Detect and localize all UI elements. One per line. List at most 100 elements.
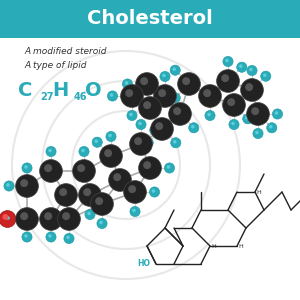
- Circle shape: [6, 183, 10, 187]
- Circle shape: [149, 187, 160, 197]
- Circle shape: [170, 93, 180, 103]
- Circle shape: [147, 86, 151, 89]
- Circle shape: [40, 160, 62, 182]
- Circle shape: [24, 234, 28, 238]
- Circle shape: [2, 214, 8, 220]
- Text: C: C: [18, 80, 32, 100]
- Circle shape: [154, 85, 176, 107]
- Circle shape: [6, 216, 10, 220]
- Circle shape: [134, 137, 142, 145]
- Circle shape: [46, 146, 56, 157]
- Circle shape: [91, 193, 113, 215]
- Circle shape: [22, 232, 32, 242]
- Circle shape: [92, 137, 102, 147]
- Circle shape: [239, 64, 243, 68]
- Circle shape: [29, 216, 32, 220]
- Circle shape: [247, 103, 269, 125]
- Circle shape: [151, 118, 173, 140]
- Circle shape: [251, 107, 259, 115]
- Circle shape: [59, 188, 67, 196]
- Circle shape: [263, 74, 267, 77]
- Circle shape: [150, 125, 160, 135]
- Circle shape: [199, 85, 221, 107]
- Circle shape: [207, 113, 211, 116]
- Circle shape: [94, 140, 98, 143]
- Text: A modified steroid: A modified steroid: [24, 46, 106, 56]
- Circle shape: [95, 197, 103, 205]
- Circle shape: [145, 83, 155, 94]
- Circle shape: [162, 74, 166, 77]
- Circle shape: [143, 101, 151, 109]
- Circle shape: [77, 164, 85, 172]
- Circle shape: [136, 119, 146, 130]
- Circle shape: [0, 211, 16, 227]
- Text: 46: 46: [74, 92, 87, 103]
- Circle shape: [109, 169, 131, 191]
- Circle shape: [125, 89, 133, 97]
- Circle shape: [80, 190, 91, 200]
- Circle shape: [20, 212, 28, 220]
- Circle shape: [122, 79, 133, 89]
- Circle shape: [16, 175, 38, 197]
- Circle shape: [152, 128, 156, 131]
- Circle shape: [255, 131, 259, 134]
- Circle shape: [130, 133, 152, 155]
- Circle shape: [170, 65, 180, 75]
- Circle shape: [4, 181, 14, 191]
- Circle shape: [87, 212, 91, 215]
- Circle shape: [79, 184, 101, 206]
- Circle shape: [100, 145, 122, 167]
- Circle shape: [223, 94, 245, 116]
- Circle shape: [44, 212, 52, 220]
- Circle shape: [158, 89, 166, 97]
- Circle shape: [108, 134, 112, 137]
- Circle shape: [125, 81, 128, 85]
- Circle shape: [81, 149, 85, 152]
- Circle shape: [48, 149, 52, 152]
- Circle shape: [97, 218, 107, 229]
- Circle shape: [83, 192, 86, 196]
- Circle shape: [227, 98, 235, 106]
- Circle shape: [139, 97, 161, 119]
- Circle shape: [79, 146, 89, 157]
- Circle shape: [275, 111, 278, 115]
- Circle shape: [221, 74, 229, 82]
- Circle shape: [124, 181, 146, 203]
- Circle shape: [99, 221, 103, 224]
- Circle shape: [164, 163, 175, 173]
- FancyBboxPatch shape: [0, 0, 300, 38]
- Circle shape: [20, 179, 28, 187]
- Circle shape: [223, 56, 233, 67]
- Circle shape: [243, 114, 253, 124]
- Circle shape: [241, 79, 263, 101]
- Text: A type of lipid: A type of lipid: [24, 61, 86, 70]
- Circle shape: [107, 91, 118, 101]
- Circle shape: [26, 214, 37, 224]
- Circle shape: [62, 212, 70, 220]
- Circle shape: [106, 131, 116, 142]
- Circle shape: [46, 232, 56, 242]
- Circle shape: [4, 214, 14, 224]
- Text: H: H: [238, 244, 243, 248]
- Circle shape: [205, 110, 215, 121]
- Text: H: H: [52, 80, 69, 100]
- Circle shape: [110, 93, 113, 97]
- Circle shape: [127, 110, 137, 121]
- Circle shape: [173, 140, 177, 144]
- Circle shape: [245, 83, 253, 91]
- Circle shape: [267, 123, 277, 133]
- Circle shape: [121, 85, 143, 107]
- Circle shape: [130, 206, 140, 217]
- Circle shape: [66, 236, 70, 239]
- Circle shape: [217, 70, 239, 92]
- Text: HO: HO: [137, 260, 150, 268]
- Circle shape: [132, 209, 136, 212]
- Circle shape: [113, 173, 121, 181]
- Circle shape: [182, 77, 190, 85]
- Circle shape: [58, 208, 80, 230]
- Circle shape: [55, 184, 77, 206]
- Circle shape: [142, 98, 152, 109]
- Circle shape: [247, 65, 257, 76]
- Circle shape: [128, 185, 136, 193]
- Circle shape: [24, 165, 28, 169]
